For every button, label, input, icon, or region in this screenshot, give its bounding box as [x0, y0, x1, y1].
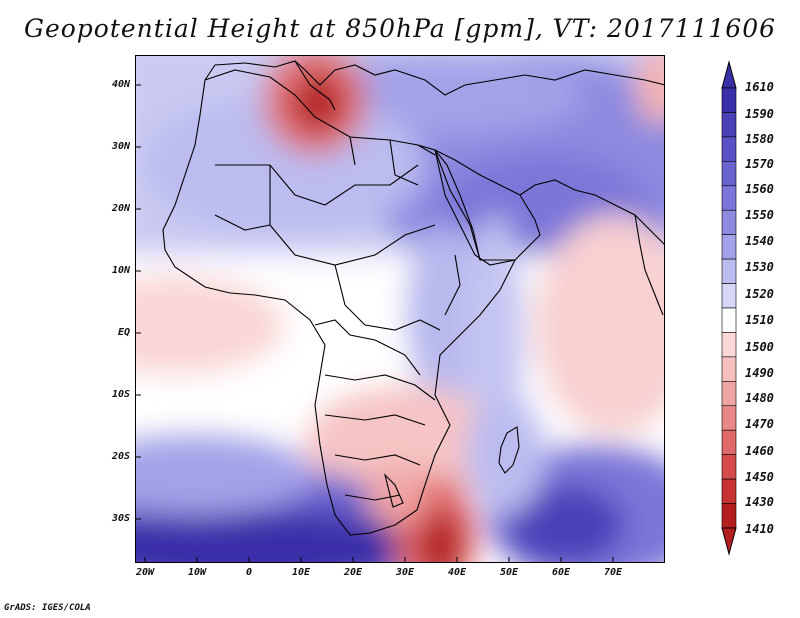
- grads-credit: GrADS: IGES/COLA: [4, 603, 91, 613]
- lat-label: EQ: [117, 327, 130, 338]
- colorbar-swatch: [721, 283, 737, 309]
- colorbar-swatch: [721, 503, 737, 529]
- colorbar-label: 1560: [745, 182, 774, 196]
- height-field: [135, 55, 665, 563]
- colorbar-swatch: [721, 136, 737, 162]
- colorbar-swatch: [721, 332, 737, 358]
- colorbar-label: 1430: [745, 495, 774, 509]
- lon-label: 20W: [135, 567, 155, 578]
- colorbar-label: 1530: [745, 260, 774, 274]
- colorbar-swatch: [721, 209, 737, 235]
- lon-label: 50E: [499, 567, 519, 578]
- lat-label: 30S: [111, 513, 130, 524]
- colorbar-label: 1500: [745, 340, 774, 354]
- colorbar-label: 1490: [745, 366, 774, 380]
- colorbar-swatch: [721, 405, 737, 431]
- lon-label: 10E: [291, 567, 311, 578]
- lon-label: 60E: [551, 567, 571, 578]
- map-panel: [135, 55, 665, 563]
- lat-label: 40N: [111, 79, 130, 90]
- colorbar-label: 1470: [745, 417, 774, 431]
- lat-label: 20N: [111, 203, 130, 214]
- colorbar-swatch: [721, 185, 737, 211]
- colorbar-label: 1580: [745, 132, 774, 146]
- lon-label: 20E: [343, 567, 363, 578]
- lon-label: 40E: [447, 567, 467, 578]
- colorbar-swatch: [721, 161, 737, 187]
- colorbar-arrow-bottom: [721, 527, 737, 556]
- colorbar-arrow-top: [721, 60, 737, 89]
- lat-label: 10N: [111, 265, 130, 276]
- colorbar-label: 1480: [745, 391, 774, 405]
- map-title: Geopotential Height at 850hPa [gpm], VT:…: [23, 14, 777, 43]
- colorbar-label: 1610: [745, 80, 774, 94]
- colorbar-label: 1550: [745, 208, 774, 222]
- colorbar-label: 1450: [745, 470, 774, 484]
- colorbar-swatch: [721, 356, 737, 382]
- colorbar-label: 1570: [745, 157, 774, 171]
- lon-label: 70E: [603, 567, 623, 578]
- colorbar-label: 1590: [745, 107, 774, 121]
- geopotential-map: [135, 55, 665, 563]
- lon-label: 30E: [395, 567, 415, 578]
- colorbar-swatch: [721, 307, 737, 333]
- colorbar-label: 1460: [745, 444, 774, 458]
- colorbar-swatch: [721, 87, 737, 113]
- colorbar-swatch: [721, 381, 737, 407]
- map-frame: [135, 55, 665, 563]
- colorbar-swatch: [721, 454, 737, 480]
- lat-label: 30N: [111, 141, 130, 152]
- colorbar-swatch: [721, 234, 737, 260]
- colorbar-label: 1540: [745, 234, 774, 248]
- lat-label: 10S: [111, 389, 130, 400]
- coastlines: [162, 60, 665, 536]
- colorbar-swatch: [721, 429, 737, 455]
- colorbar-label: 1510: [745, 313, 774, 327]
- colorbar-label: 1410: [745, 522, 774, 536]
- colorbar-swatch: [721, 258, 737, 284]
- lat-label: 20S: [111, 451, 130, 462]
- lon-label: 10W: [187, 567, 207, 578]
- colorbar-swatch: [721, 478, 737, 504]
- lon-label: 0: [245, 567, 253, 578]
- colorbar-label: 1520: [745, 287, 774, 301]
- colorbar-swatch: [721, 112, 737, 138]
- colorbar: [721, 60, 737, 556]
